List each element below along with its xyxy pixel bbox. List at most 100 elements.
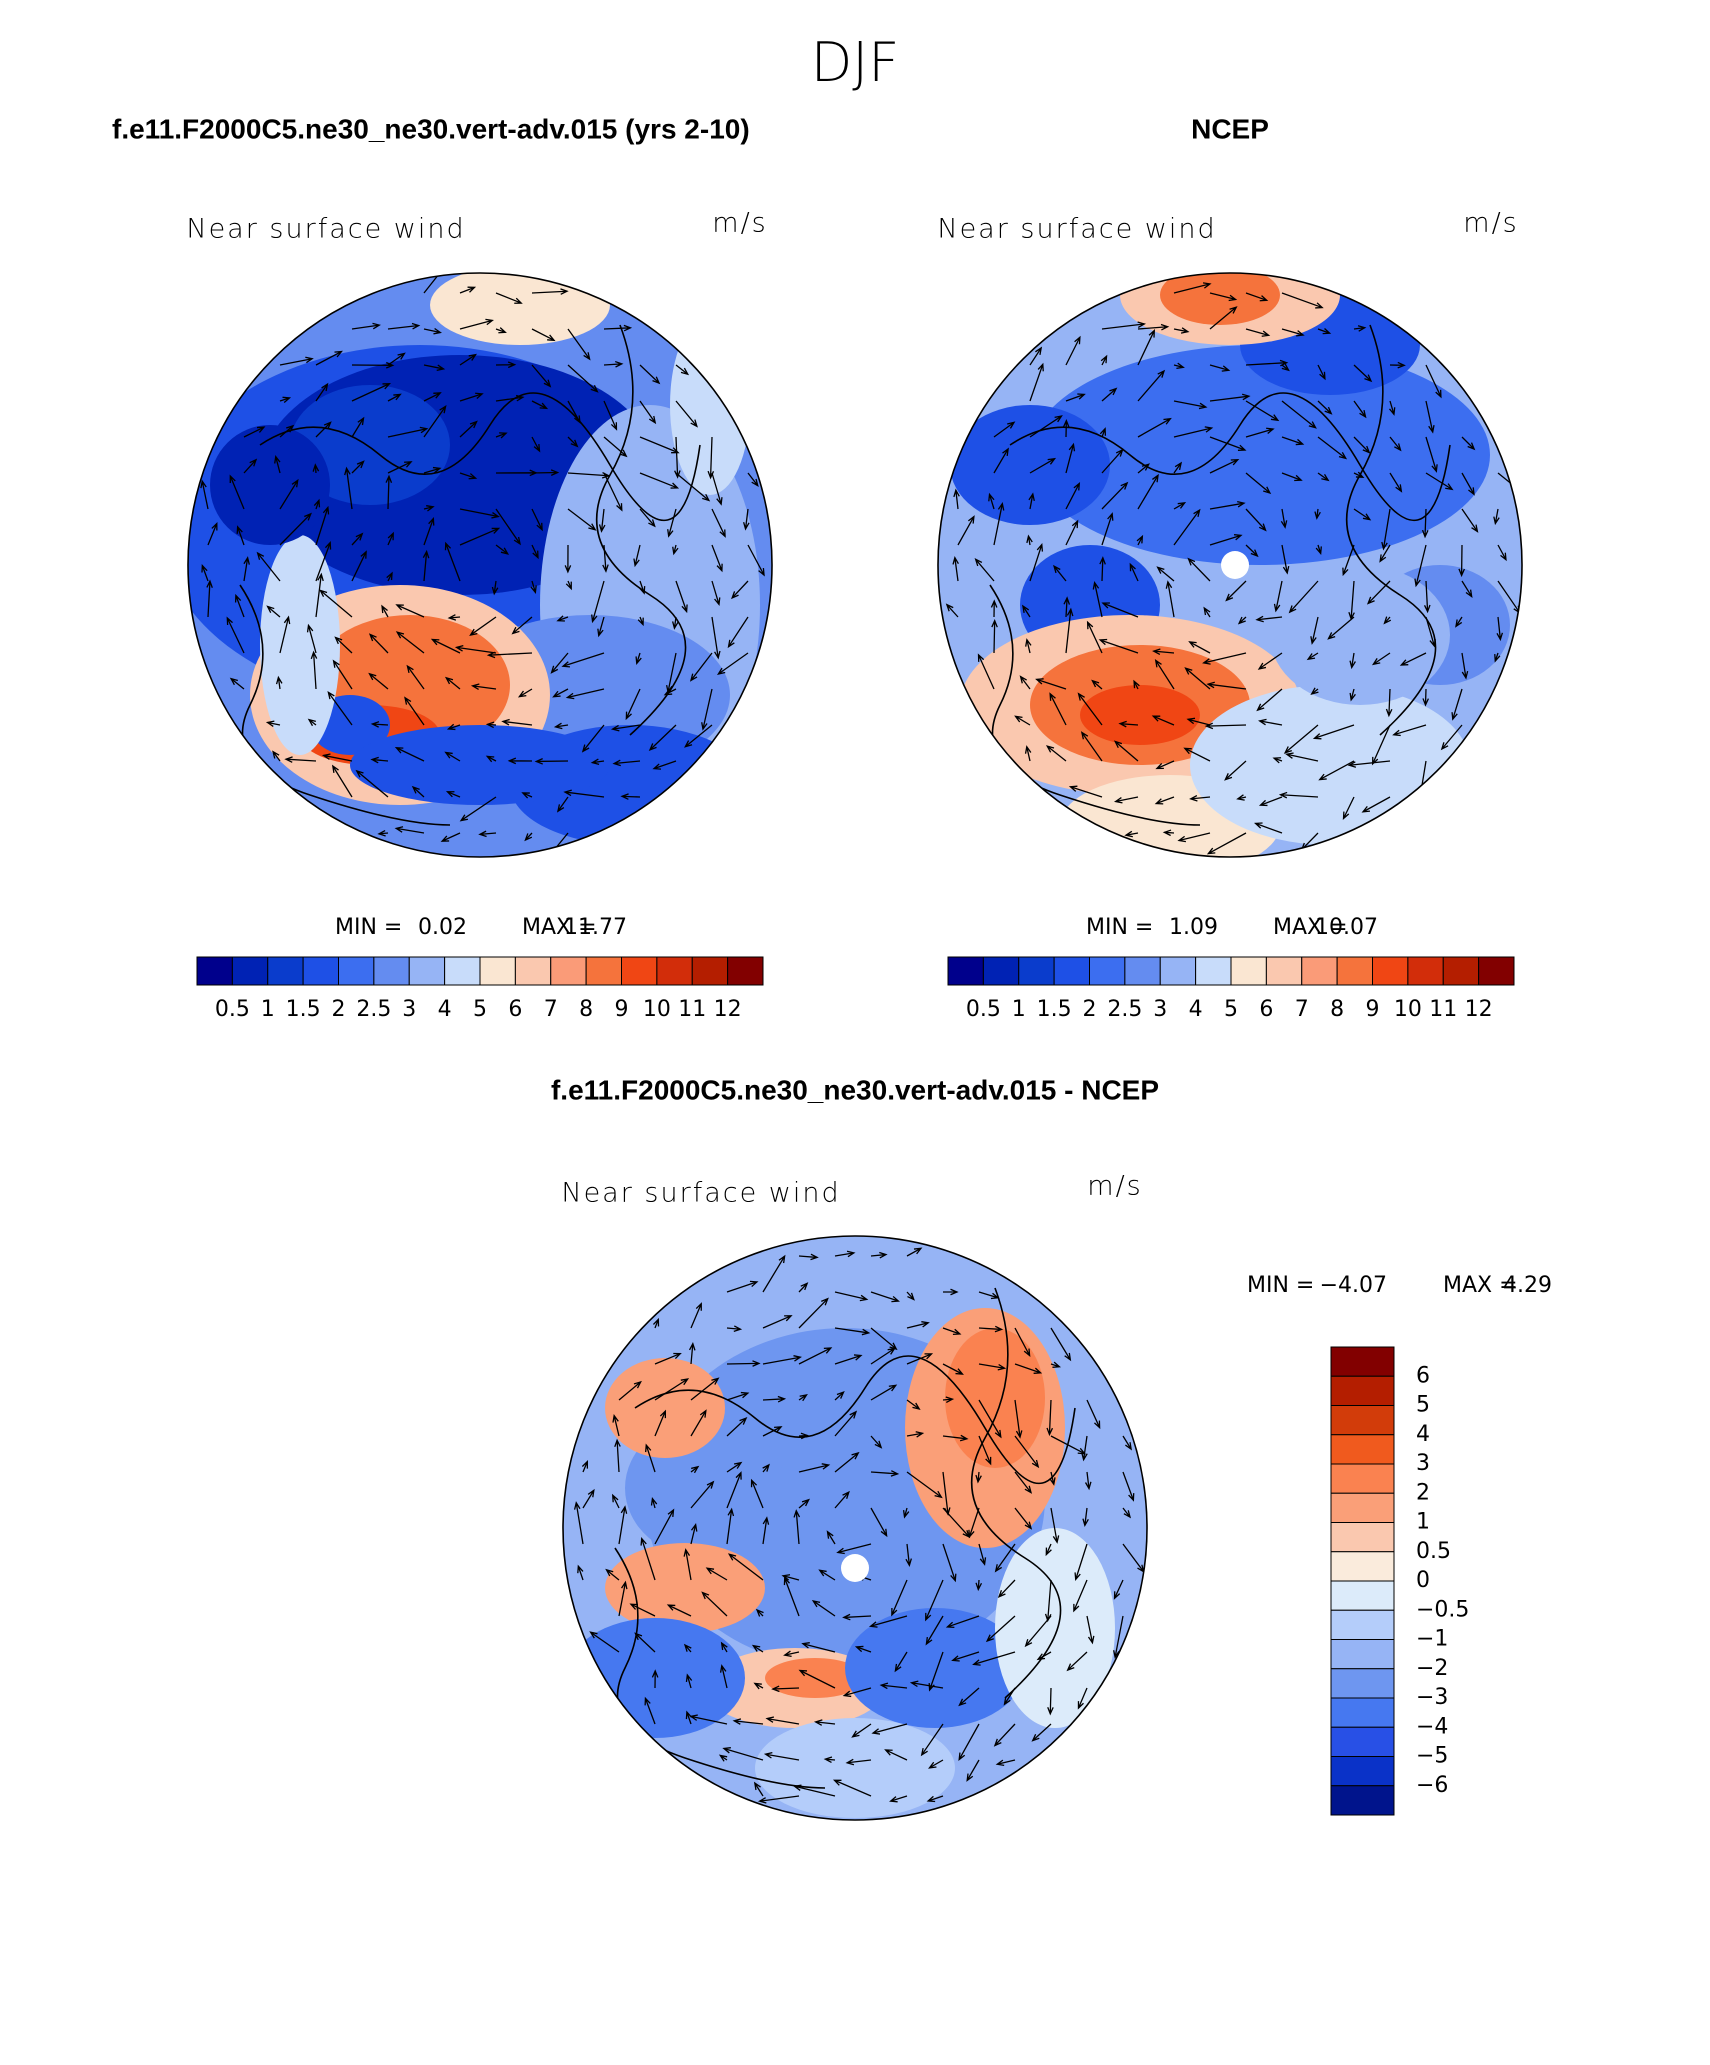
wind-arrow: [870, 1384, 898, 1401]
wind-arrow: [279, 512, 312, 546]
wind-arrow: [690, 1302, 702, 1329]
map-units: m/s: [1087, 1171, 1142, 1202]
wind-arrow: [727, 616, 749, 649]
colorbar-box: [727, 956, 764, 986]
wind-arrow: [781, 1574, 800, 1581]
wind-arrow: [618, 1580, 628, 1617]
wind-arrow: [423, 516, 435, 546]
max-value: 4.29: [1503, 1273, 1552, 1298]
wind-arrow: [798, 1394, 808, 1402]
wind-arrow: [1458, 544, 1465, 578]
wind-arrow: [1091, 679, 1103, 690]
wind-arrow: [1399, 652, 1427, 666]
wind-arrow: [652, 760, 677, 770]
wind-arrow: [229, 677, 245, 690]
wind-arrow: [757, 1795, 800, 1804]
wind-arrow: [1281, 400, 1317, 429]
colorbar-label: 9: [615, 997, 629, 1022]
wind-arrow: [942, 1288, 959, 1296]
wind-arrow: [485, 721, 497, 729]
wind-arrow: [315, 572, 324, 618]
wind-arrow: [747, 544, 765, 577]
wind-arrow: [834, 1391, 845, 1401]
wind-arrow: [597, 616, 605, 638]
wind-arrow: [567, 328, 591, 361]
colorbar-label: 12: [714, 997, 742, 1022]
wind-arrows: [200, 273, 765, 857]
wind-arrow: [306, 623, 317, 654]
wind-arrow: [1101, 387, 1118, 402]
wind-arrow: [928, 1759, 944, 1769]
wind-arrow: [906, 1399, 921, 1410]
wind-arrow: [1278, 791, 1319, 799]
colorbar-box: [1330, 1785, 1395, 1816]
wind-arrow: [319, 589, 353, 618]
colorbar-box: [585, 956, 622, 986]
wind-arrow: [531, 364, 552, 388]
wind-arrow: [870, 1251, 888, 1259]
wind-arrow: [650, 1496, 658, 1509]
wind-arrow: [701, 688, 713, 731]
colorbar-box: [1478, 956, 1515, 986]
wind-arrow: [423, 404, 447, 438]
map-border: [937, 272, 1523, 858]
wind-arrow: [1236, 794, 1247, 801]
wind-arrow: [942, 1327, 962, 1336]
colorbar-box: [1195, 956, 1232, 986]
wind-arrow: [727, 1553, 764, 1581]
colorbar-label: 4: [438, 997, 452, 1022]
wind-arrow: [1101, 512, 1114, 546]
wind-arrow: [755, 1608, 764, 1617]
wind-arrow: [561, 652, 605, 668]
wind-arrow: [648, 724, 677, 752]
wind-arrow: [444, 541, 461, 582]
wind-arrow: [470, 683, 497, 690]
min-label: MIN =: [1086, 915, 1153, 940]
wind-arrow: [1281, 363, 1290, 372]
wind-arrow: [1049, 1471, 1056, 1486]
wind-arrow: [1118, 720, 1139, 728]
wind-arrow: [1137, 417, 1172, 438]
wind-arrow: [344, 466, 353, 510]
wind-arrow: [1014, 1435, 1040, 1469]
wind-arrow: [598, 508, 606, 533]
wind-arrow: [958, 1723, 980, 1761]
colorbar-box: [338, 956, 375, 986]
wind-arrow: [531, 328, 556, 342]
wind-arrow: [968, 1507, 980, 1539]
wind-arrow: [836, 1543, 872, 1555]
wind-arrow: [870, 1347, 896, 1365]
wind-arrow: [618, 1380, 642, 1401]
wind-arrow: [1371, 652, 1391, 666]
colorbar-label: 8: [579, 997, 593, 1022]
colorbar-box: [1330, 1522, 1395, 1553]
wind-arrow: [663, 688, 677, 696]
wind-arrow: [705, 1567, 728, 1581]
min-value: 1.09: [1169, 915, 1218, 940]
wind-arrow: [1353, 508, 1372, 521]
wind-arrow: [952, 555, 959, 582]
wind-arrow: [530, 580, 537, 595]
wind-arrow: [1245, 508, 1267, 532]
wind-arrow: [612, 1414, 620, 1437]
wind-arrow: [1050, 1327, 1072, 1362]
colorbar-box: [1330, 1697, 1395, 1728]
wind-arrow: [581, 724, 605, 753]
wind-arrow: [1065, 607, 1074, 654]
wind-arrow: [423, 364, 446, 371]
wind-arrow: [1099, 427, 1107, 438]
colorbar-label: 6: [1416, 1363, 1430, 1388]
colorbar-label: 2: [1083, 997, 1097, 1022]
wind-arrow: [1347, 760, 1391, 768]
wind-arrow: [1173, 282, 1212, 294]
wind-arrow: [1280, 508, 1288, 529]
wind-arrow: [762, 1463, 770, 1473]
wind-arrow: [1314, 508, 1321, 520]
wind-arrow: [1209, 393, 1251, 402]
wind-arrow: [1062, 418, 1070, 438]
colorbar-label: −0.5: [1416, 1597, 1469, 1622]
wind-arrow: [447, 614, 461, 621]
colorbar-label: 7: [1295, 997, 1309, 1022]
wind-arrow: [993, 1723, 1016, 1747]
